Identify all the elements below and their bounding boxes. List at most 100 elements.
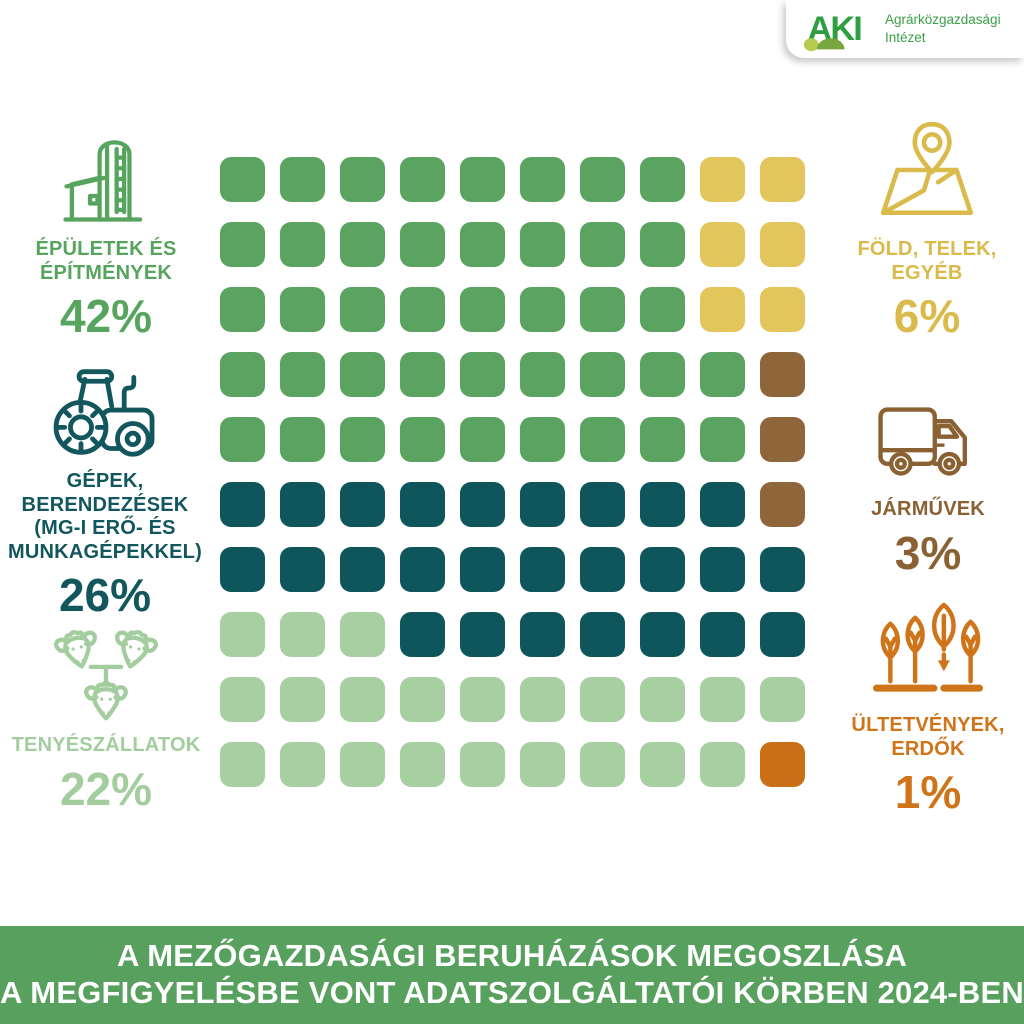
waffle-cell bbox=[220, 287, 265, 332]
waffle-cell bbox=[460, 482, 505, 527]
waffle-cell bbox=[760, 417, 805, 462]
waffle-cell bbox=[700, 742, 745, 787]
waffle-cell bbox=[220, 612, 265, 657]
waffle-cell bbox=[340, 222, 385, 267]
waffle-cell bbox=[280, 742, 325, 787]
waffle-cell bbox=[280, 677, 325, 722]
waffle-cell bbox=[220, 742, 265, 787]
waffle-cell bbox=[520, 287, 565, 332]
waffle-cell bbox=[340, 547, 385, 592]
category-percent: 6% bbox=[893, 290, 961, 343]
waffle-cell bbox=[760, 222, 805, 267]
waffle-cell bbox=[640, 352, 685, 397]
waffle-cell bbox=[700, 157, 745, 202]
waffle-cell bbox=[520, 612, 565, 657]
waffle-cell bbox=[580, 677, 625, 722]
category-label: ÜLTETVÉNYEK, ERDŐK bbox=[851, 714, 1005, 760]
waffle-cell bbox=[640, 612, 685, 657]
waffle-cell bbox=[520, 547, 565, 592]
waffle-cell bbox=[580, 222, 625, 267]
waffle-cell bbox=[220, 222, 265, 267]
waffle-cell bbox=[580, 482, 625, 527]
waffle-cell bbox=[700, 482, 745, 527]
category-percent: 26% bbox=[58, 569, 152, 622]
silo-barn-icon bbox=[63, 140, 143, 222]
waffle-cell bbox=[700, 547, 745, 592]
waffle-cell bbox=[760, 547, 805, 592]
waffle-cell bbox=[640, 482, 685, 527]
waffle-cell bbox=[340, 742, 385, 787]
waffle-cell bbox=[340, 287, 385, 332]
waffle-cell bbox=[520, 222, 565, 267]
category-vehicles: JÁRMŰVEK 3% bbox=[840, 396, 1016, 578]
waffle-cell bbox=[280, 612, 325, 657]
waffle-cell bbox=[400, 222, 445, 267]
category-land: FÖLD, TELEK, EGYÉB 6% bbox=[836, 112, 1018, 342]
waffle-cell bbox=[340, 482, 385, 527]
trees-icon bbox=[873, 602, 983, 692]
waffle-cell bbox=[460, 417, 505, 462]
waffle-cell bbox=[580, 157, 625, 202]
waffle-cell bbox=[460, 547, 505, 592]
waffle-cell bbox=[700, 612, 745, 657]
waffle-cell bbox=[580, 287, 625, 332]
category-percent: 22% bbox=[59, 762, 153, 815]
waffle-cell bbox=[700, 677, 745, 722]
waffle-cell bbox=[460, 612, 505, 657]
category-label: JÁRMŰVEK bbox=[871, 498, 985, 520]
waffle-cell bbox=[640, 157, 685, 202]
waffle-cell bbox=[280, 352, 325, 397]
waffle-cell bbox=[400, 547, 445, 592]
category-percent: 1% bbox=[894, 766, 962, 819]
waffle-cell bbox=[700, 352, 745, 397]
waffle-cell bbox=[760, 482, 805, 527]
waffle-cell bbox=[280, 482, 325, 527]
waffle-cell bbox=[460, 157, 505, 202]
waffle-cell bbox=[760, 287, 805, 332]
waffle-cell bbox=[220, 677, 265, 722]
waffle-cell bbox=[520, 677, 565, 722]
waffle-cell bbox=[400, 352, 445, 397]
waffle-cell bbox=[220, 482, 265, 527]
waffle-cell bbox=[580, 417, 625, 462]
category-livestock: TENYÉSZÁLLATOK 22% bbox=[8, 624, 204, 814]
logo-tab: AKI Agrárközgazdasági Intézet bbox=[786, 0, 1024, 58]
tractor-icon bbox=[53, 369, 155, 457]
logo-hill-dark-icon bbox=[816, 38, 845, 50]
waffle-cell bbox=[340, 677, 385, 722]
waffle-cell bbox=[580, 352, 625, 397]
waffle-cell bbox=[340, 612, 385, 657]
waffle-cell bbox=[340, 417, 385, 462]
logo-hill-light-icon bbox=[803, 38, 819, 52]
waffle-cell bbox=[280, 417, 325, 462]
waffle-cell bbox=[640, 222, 685, 267]
waffle-cell bbox=[640, 417, 685, 462]
waffle-cell bbox=[520, 742, 565, 787]
waffle-cell bbox=[760, 742, 805, 787]
category-buildings: ÉPÜLETEK ÉS ÉPÍTMÉNYEK 42% bbox=[10, 116, 202, 342]
waffle-cell bbox=[280, 287, 325, 332]
waffle-cell bbox=[640, 287, 685, 332]
waffle-cell bbox=[400, 287, 445, 332]
waffle-cell bbox=[460, 677, 505, 722]
waffle-cell bbox=[520, 482, 565, 527]
waffle-cell bbox=[460, 222, 505, 267]
logo-org-name: Agrárközgazdasági Intézet bbox=[885, 12, 1001, 45]
title-banner: A MEZŐGAZDASÁGI BERUHÁZÁSOK MEGOSZLÁSA A… bbox=[0, 926, 1024, 1024]
waffle-cell bbox=[220, 352, 265, 397]
waffle-cell bbox=[640, 677, 685, 722]
category-plantations: ÜLTETVÉNYEK, ERDŐK 1% bbox=[840, 600, 1016, 818]
truck-icon bbox=[878, 407, 967, 476]
waffle-cell bbox=[460, 742, 505, 787]
waffle-cell bbox=[700, 287, 745, 332]
category-label: FÖLD, TELEK, EGYÉB bbox=[857, 238, 997, 284]
waffle-cell bbox=[700, 222, 745, 267]
category-label: TENYÉSZÁLLATOK bbox=[11, 734, 201, 756]
category-machines: GÉPEK, BERENDEZÉSEK (MG-I ERŐ- ÉS MUNKAG… bbox=[2, 364, 208, 621]
waffle-cell bbox=[400, 157, 445, 202]
waffle-cell bbox=[700, 417, 745, 462]
waffle-cell bbox=[520, 157, 565, 202]
waffle-cell bbox=[760, 612, 805, 657]
category-label: GÉPEK, BERENDEZÉSEK (MG-I ERŐ- ÉS MUNKAG… bbox=[8, 470, 202, 563]
category-label: ÉPÜLETEK ÉS ÉPÍTMÉNYEK bbox=[35, 238, 177, 284]
